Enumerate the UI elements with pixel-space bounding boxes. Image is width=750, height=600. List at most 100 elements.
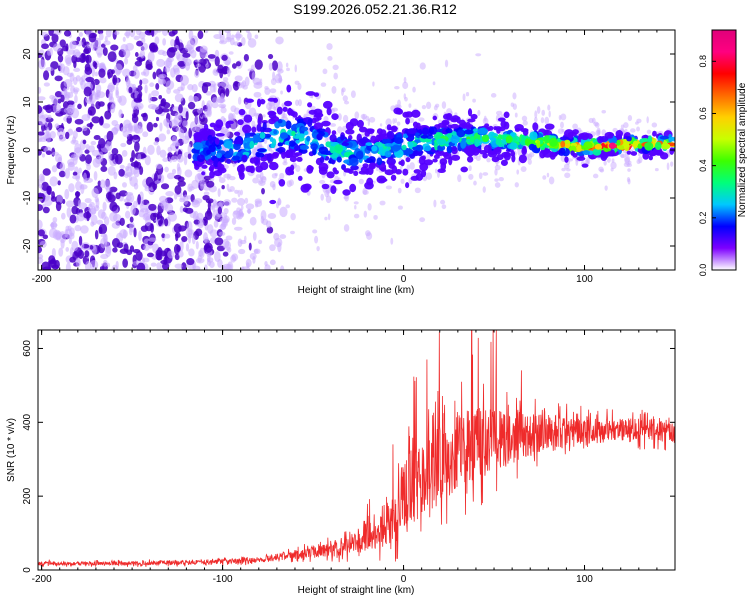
spectrogram-signal-mark [514,127,521,132]
spectrogram-noise-mark [122,182,127,188]
spectrogram-signal-mark [524,138,530,146]
spectrogram-signal-mark [401,144,407,151]
spectrogram-noise-mark [56,127,65,138]
spectrogram-noise-mark [51,33,59,43]
spectrogram-noise-mark [214,237,224,246]
spectrogram-noise-mark [173,174,182,180]
spectrogram-noise-mark [264,261,268,267]
colorbar-tick-label: 0.8 [698,55,708,68]
spectrogram-noise-mark [98,138,106,149]
spectrogram-signal-mark [201,164,208,169]
spectrogram-noise-mark [98,68,106,78]
spectrogram-noise-mark [156,58,165,68]
spectrogram-noise-mark [49,222,58,228]
spectrogram-signal-mark [651,137,657,144]
spectrogram-noise-mark [176,153,184,163]
spectrogram-noise-mark [58,170,66,178]
spectrogram-noise-mark [252,231,257,241]
spectrogram-signal-mark [436,138,447,146]
snr-panel: -200 -100 0 100 0 200 400 600 Height of straigh… [6,329,676,596]
spectrogram-noise-mark [107,82,116,93]
spectrogram-noise-mark [94,71,98,77]
spectrogram-noise-mark [72,49,81,57]
spectrogram-signal-mark [518,154,527,164]
spectrogram-noise-mark [153,141,159,146]
spectrogram-halo-mark [402,81,409,90]
spectrogram-signal-mark [626,150,632,155]
spectrogram-halo-mark [233,107,241,115]
spectrogram-noise-mark [61,212,66,220]
spectrogram-noise-mark [109,201,118,212]
spectrogram-signal-mark [407,141,414,149]
spectrogram-signal-mark [208,144,216,153]
spectrogram-halo-mark [223,130,229,137]
spectrogram-halo-mark [244,197,249,204]
spectrogram-noise-mark [277,68,284,74]
spectrogram-signal-mark [318,166,328,175]
spectrogram-noise-mark [143,211,153,221]
spectrogram-signal-mark [450,117,459,123]
spectrogram-noise-mark [38,86,42,94]
spectrogram-noise-mark [125,172,134,177]
spectrogram-halo-mark [527,158,532,165]
spectrogram-noise-mark [111,264,119,270]
spectrogram-signal-mark [463,129,474,135]
spectrogram-noise-mark [184,169,193,178]
spectrogram-signal-mark [256,98,262,108]
spectrogram-signal-mark [207,134,213,142]
spectrogram-signal-mark [350,165,359,171]
spectrogram-noise-mark [91,187,99,198]
spectrogram-halo-mark [274,172,278,177]
spectrogram-noise-mark [64,188,70,200]
spectrogram-noise-mark [74,224,82,232]
spectrogram-noise-mark [84,149,90,154]
spectrogram-halo-mark [419,62,426,70]
spectrogram-noise-mark [162,38,167,46]
spectrogram-signal-mark [370,135,377,144]
spectrogram-halo-mark [367,118,371,126]
spectrogram-noise-mark [98,151,104,162]
spectrogram-signal-mark [364,181,374,190]
spectrogram-noise-mark [67,92,74,99]
spectrogram-noise-mark [185,243,190,252]
spectrogram-noise-mark [124,31,131,37]
spectrogram-noise-mark [245,30,251,33]
spectrogram-halo-mark [394,118,398,124]
spectrogram-signal-mark [333,179,343,185]
spectrogram-noise-mark [206,100,213,111]
spectrogram-noise-mark [75,75,81,82]
spectrogram-noise-mark [187,101,196,110]
spectrogram-halo-mark [342,95,348,102]
spectrogram-noise-mark [217,188,221,198]
colorbar-tick-label: 0.6 [698,107,708,120]
y-tick-label: -10 [22,190,33,205]
spectrogram-halo-mark [368,116,376,123]
spectrogram-signal-mark [559,136,570,141]
spectrogram-signal-mark [307,118,313,128]
spectrogram-noise-mark [171,142,181,147]
spectrogram-halo-mark [630,128,636,133]
spectrogram-noise-mark [206,259,212,266]
spectrogram-noise-mark [99,115,104,126]
spectrogram-noise-mark [112,247,118,253]
spectrogram-signal-mark [329,134,337,142]
colorbar-ticks: 0.0 0.2 0.4 0.6 0.8 [698,55,716,276]
spectrogram-noise-mark [269,88,277,94]
spectrogram-noise-mark [38,219,43,230]
spectrogram-halo-mark [666,162,670,171]
spectrogram-halo-mark [282,113,288,118]
spectrogram-halo-mark [482,186,486,193]
spectrogram-noise-mark [204,30,209,34]
spectrogram-noise-mark [52,216,58,223]
spectrogram-signal-mark [615,134,623,141]
spectrogram-noise-mark [124,210,131,219]
spectrogram-noise-mark [164,203,174,213]
spectrogram-halo-mark [592,173,599,179]
spectrogram-noise-mark [245,203,255,210]
spectrogram-signal-mark [260,156,268,162]
spectrogram-noise-mark [85,99,94,105]
spectrogram-noise-mark [51,247,56,258]
spectrogram-noise-mark [38,192,44,199]
spectrogram-halo-mark [627,178,631,185]
spectrogram-signal-mark [202,136,209,141]
